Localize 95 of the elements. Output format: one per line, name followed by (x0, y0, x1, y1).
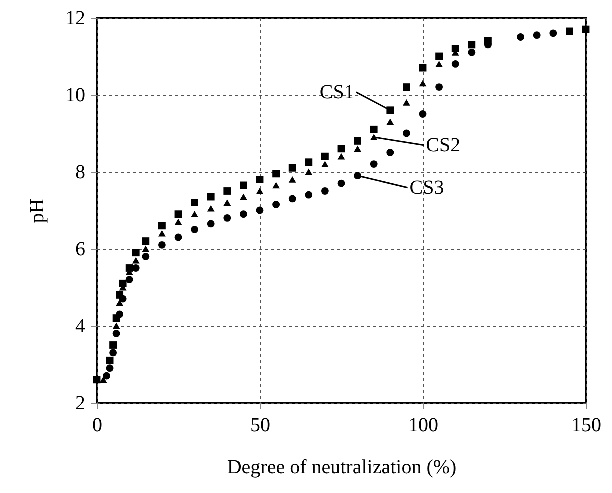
point (158, 241, 166, 249)
x-tick-label: 150 (572, 414, 602, 436)
point (224, 214, 232, 222)
point (338, 180, 346, 188)
point (436, 60, 444, 68)
point (305, 168, 313, 176)
point (126, 276, 134, 284)
point (402, 99, 410, 106)
point (354, 146, 362, 152)
point (582, 26, 590, 34)
y-tick-label: 6 (76, 238, 86, 260)
point (370, 126, 378, 134)
point (272, 170, 280, 178)
point (419, 80, 427, 87)
point (305, 191, 313, 199)
y-tick-label: 8 (76, 162, 86, 184)
x-tick-label: 100 (408, 414, 438, 436)
point (402, 84, 410, 92)
y-tick-label: 12 (66, 8, 86, 30)
point (240, 182, 248, 190)
point (321, 152, 329, 160)
point (174, 234, 182, 242)
point (321, 188, 329, 195)
y-tick-label: 2 (76, 392, 86, 414)
point (402, 130, 410, 138)
point (436, 84, 444, 91)
point (224, 200, 232, 206)
point (386, 118, 394, 126)
point (338, 153, 346, 160)
point (142, 246, 150, 252)
point (305, 158, 313, 166)
point (158, 230, 166, 237)
x-axis-title: Degree of neutralization (%) (227, 456, 457, 478)
point (191, 199, 199, 207)
point (386, 149, 394, 156)
annotation: CS2 (426, 134, 461, 156)
point (174, 210, 182, 218)
point (517, 34, 525, 41)
point (550, 30, 558, 38)
point (370, 160, 378, 168)
point (116, 310, 124, 318)
point (452, 45, 460, 53)
point (256, 206, 264, 214)
point (132, 249, 140, 257)
point (106, 364, 114, 372)
point (207, 205, 215, 212)
y-tick-label: 4 (76, 316, 86, 338)
point (158, 222, 166, 230)
point (112, 330, 120, 338)
point (338, 145, 346, 153)
point (272, 201, 280, 208)
point (386, 106, 394, 114)
point (566, 28, 574, 36)
point (110, 342, 118, 349)
annotation: CS1 (320, 81, 354, 104)
point (288, 176, 296, 183)
point (288, 195, 296, 203)
point (436, 52, 444, 60)
point (142, 238, 150, 246)
point (93, 376, 101, 384)
point (100, 376, 108, 384)
point (207, 220, 215, 228)
point (533, 32, 541, 40)
point (207, 193, 215, 201)
point (174, 218, 182, 226)
point (321, 161, 329, 168)
point (132, 257, 140, 264)
annotation: CS3 (410, 176, 444, 199)
point (240, 210, 248, 218)
point (110, 349, 118, 357)
y-axis-title: pH (26, 198, 48, 224)
point (452, 60, 460, 68)
point (288, 164, 296, 172)
y-tick-label: 10 (66, 84, 86, 106)
point (468, 41, 476, 49)
point (112, 322, 120, 330)
point (224, 188, 232, 195)
point (240, 194, 248, 200)
point (256, 188, 264, 194)
x-tick-label: 0 (92, 414, 102, 436)
point (142, 253, 150, 260)
point (119, 295, 127, 303)
point (256, 176, 264, 184)
point (103, 372, 110, 380)
point (272, 182, 280, 189)
x-tick-label: 50 (250, 414, 270, 436)
point (419, 64, 427, 72)
point (116, 300, 124, 306)
point (191, 211, 199, 218)
point (191, 226, 199, 234)
point (106, 356, 114, 364)
point (468, 48, 476, 56)
point (419, 110, 427, 118)
point (132, 264, 140, 272)
point (354, 137, 362, 145)
